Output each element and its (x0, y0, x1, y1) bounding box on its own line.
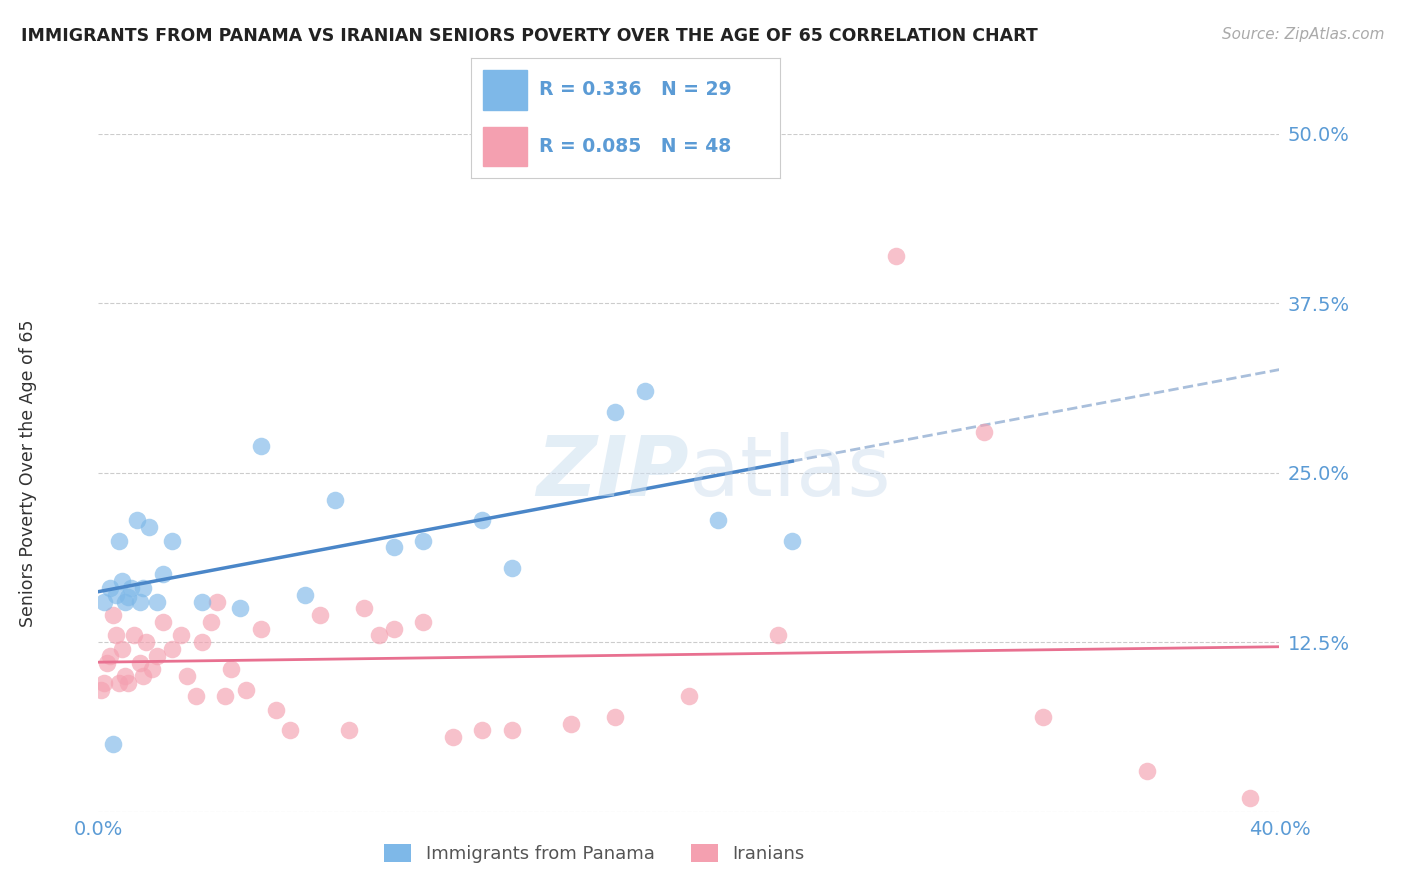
Point (132, 581, 155, 595)
Point (250, 439, 273, 453)
Point (678, 690, 700, 704)
Point (122, 628, 145, 642)
Point (98, 648, 121, 663)
Point (219, 662, 242, 676)
Point (138, 520, 160, 534)
Point (98, 581, 121, 595)
Point (501, 560, 523, 574)
Point (125, 513, 148, 527)
Legend: Immigrants from Panama, Iranians: Immigrants from Panama, Iranians (377, 837, 811, 871)
Point (114, 669, 136, 683)
Point (93, 594, 115, 608)
Point (766, 628, 789, 642)
Point (412, 533, 434, 548)
Point (152, 567, 174, 582)
Point (441, 730, 464, 744)
Point (605, 405, 627, 419)
Point (146, 648, 169, 663)
Point (117, 591, 139, 605)
Point (114, 594, 136, 608)
Point (146, 594, 169, 608)
Point (412, 615, 434, 629)
Point (191, 594, 214, 608)
Text: Source: ZipAtlas.com: Source: ZipAtlas.com (1222, 27, 1385, 42)
Point (501, 723, 523, 738)
Point (128, 594, 150, 608)
Point (1032, 710, 1054, 724)
Point (214, 690, 236, 704)
Point (132, 669, 155, 683)
Point (323, 492, 346, 507)
Point (782, 533, 804, 548)
Text: atlas: atlas (689, 433, 890, 513)
Point (103, 608, 125, 623)
Point (105, 628, 128, 642)
Text: R = 0.085   N = 48: R = 0.085 N = 48 (538, 137, 731, 156)
Point (973, 425, 995, 439)
Point (176, 669, 198, 683)
Point (205, 594, 228, 608)
Point (111, 574, 134, 589)
Point (128, 656, 150, 670)
Point (90, 682, 112, 697)
Text: IMMIGRANTS FROM PANAMA VS IRANIAN SENIORS POVERTY OVER THE AGE OF 65 CORRELATION: IMMIGRANTS FROM PANAMA VS IRANIAN SENIOR… (21, 27, 1038, 45)
Point (884, 249, 907, 263)
Point (141, 662, 163, 676)
Point (120, 581, 142, 595)
Point (633, 384, 655, 399)
Point (108, 676, 131, 690)
Point (184, 690, 207, 704)
Point (471, 513, 494, 527)
Point (353, 601, 375, 615)
Bar (484, 70, 527, 110)
Point (96, 656, 118, 670)
Point (117, 676, 139, 690)
Point (1239, 791, 1261, 805)
Point (560, 716, 582, 731)
Text: R = 0.336   N = 29: R = 0.336 N = 29 (538, 80, 731, 99)
Point (162, 642, 183, 657)
Point (309, 608, 332, 623)
Point (103, 737, 125, 751)
Point (250, 622, 273, 636)
Point (170, 628, 193, 642)
Text: ZIP: ZIP (536, 433, 689, 513)
Point (152, 615, 174, 629)
Point (135, 635, 157, 649)
Point (108, 533, 131, 548)
Point (294, 588, 316, 602)
Point (105, 588, 128, 602)
Point (93, 676, 115, 690)
Point (382, 541, 405, 555)
Point (111, 642, 134, 657)
Text: Seniors Poverty Over the Age of 65: Seniors Poverty Over the Age of 65 (20, 319, 37, 626)
Bar (484, 127, 527, 166)
Point (229, 601, 252, 615)
Point (368, 628, 391, 642)
Point (707, 513, 730, 527)
Point (200, 615, 222, 629)
Point (605, 710, 627, 724)
Point (278, 723, 302, 738)
Point (191, 635, 214, 649)
Point (162, 533, 183, 548)
Point (235, 682, 257, 697)
Point (264, 703, 287, 717)
Point (337, 723, 360, 738)
Point (382, 622, 405, 636)
Point (471, 723, 494, 738)
Point (1135, 764, 1157, 778)
